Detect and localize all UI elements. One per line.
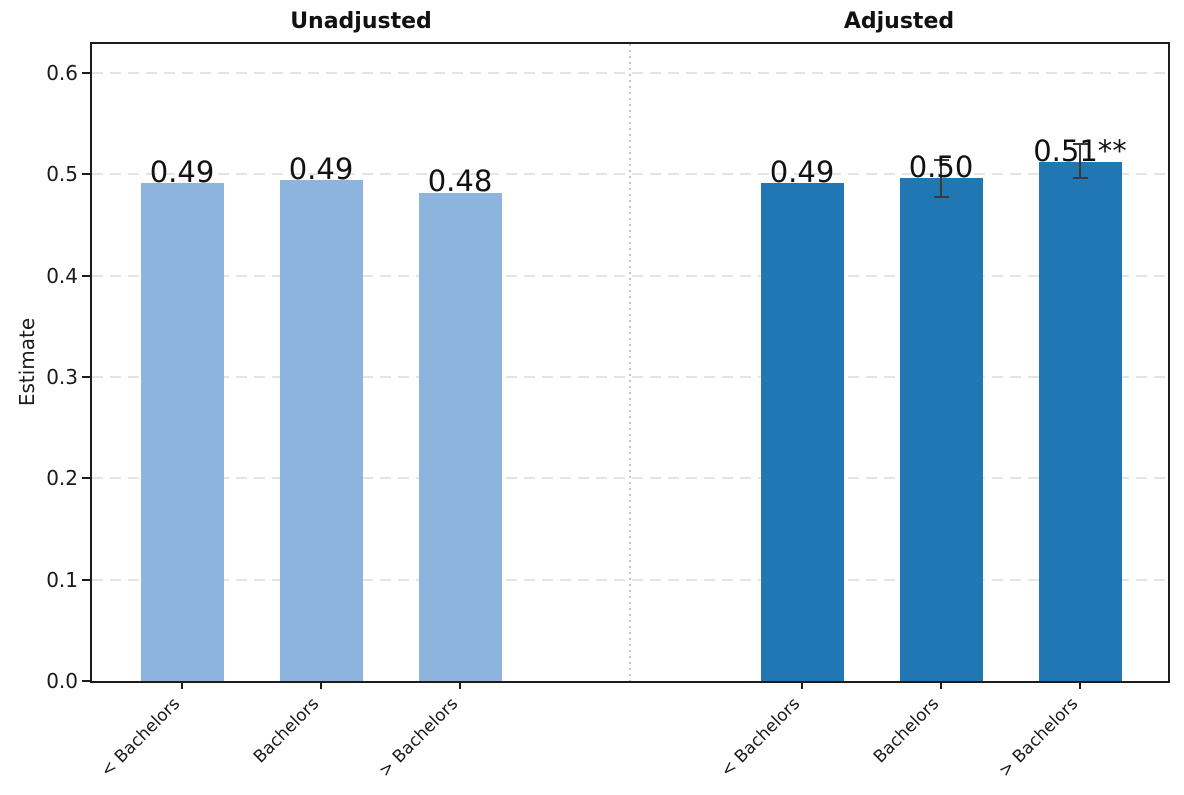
error-bar-cap-top [1072,142,1088,145]
error-bar-cap-top [933,159,949,162]
bar-value-label: 0.49 [149,155,215,190]
bar-value-label: 0.49 [288,151,354,186]
y-tick-mark [82,477,90,480]
y-tick-label: 0.3 [46,365,78,389]
panel-separator [629,44,631,681]
x-tick-mark [1079,681,1081,689]
x-tick-label: < Bachelors [716,694,805,782]
error-bar-line [1079,142,1081,180]
y-tick-mark [82,578,90,581]
x-tick-label: Bachelors [249,694,324,768]
y-tick-label: 0.5 [46,162,78,187]
panel-title-unadjusted: Unadjusted [290,9,432,34]
bar-unadjusted-bachelors [418,192,502,681]
bar-value-label: 0.51** [1033,133,1127,168]
bar-adjusted-bachelors [760,183,844,681]
y-axis-label: Estimate [15,317,39,407]
x-tick-label: < Bachelors [96,694,185,782]
error-bar-adjusted-bachelors [933,159,949,198]
y-tick-mark [82,680,90,682]
bar-value-label: 0.49 [769,155,835,190]
y-tick-mark [82,173,90,176]
y-tick-mark [82,376,90,378]
y-tick-mark [82,72,90,74]
bar-value-label: 0.50 [908,149,974,184]
error-bar-cap-bottom [933,195,949,198]
y-tick-label: 0.2 [46,466,78,491]
x-tick-label: Bachelors [869,694,944,768]
x-tick-mark [801,681,803,689]
bar-adjusted-bachelors [1038,162,1122,681]
bar-adjusted-bachelors [899,178,983,681]
y-tick-label: 0.4 [46,263,78,288]
x-tick-mark [459,681,461,689]
y-tick-mark [82,274,90,277]
x-tick-mark [940,681,942,689]
panel-title-adjusted: Adjusted [843,9,955,34]
bar-value-label: 0.48 [427,164,493,199]
x-tick-mark [320,681,322,689]
x-tick-mark [181,681,183,689]
y-tick-label: 0.6 [46,61,78,85]
y-tick-label: 0.0 [46,669,78,693]
bar-unadjusted-bachelors [140,183,224,681]
bar-unadjusted-bachelors [279,180,363,681]
x-tick-label: > Bachelors [994,694,1083,782]
error-bar-cap-bottom [1072,177,1088,180]
error-bar-line [940,159,942,198]
error-bar-adjusted-bachelors [1072,142,1088,180]
plot-area: 0.49 0.49 0.48 0.49 0.50 0.51** [92,44,1168,681]
y-tick-label: 0.1 [46,567,78,592]
x-tick-label: > Bachelors [374,694,463,782]
